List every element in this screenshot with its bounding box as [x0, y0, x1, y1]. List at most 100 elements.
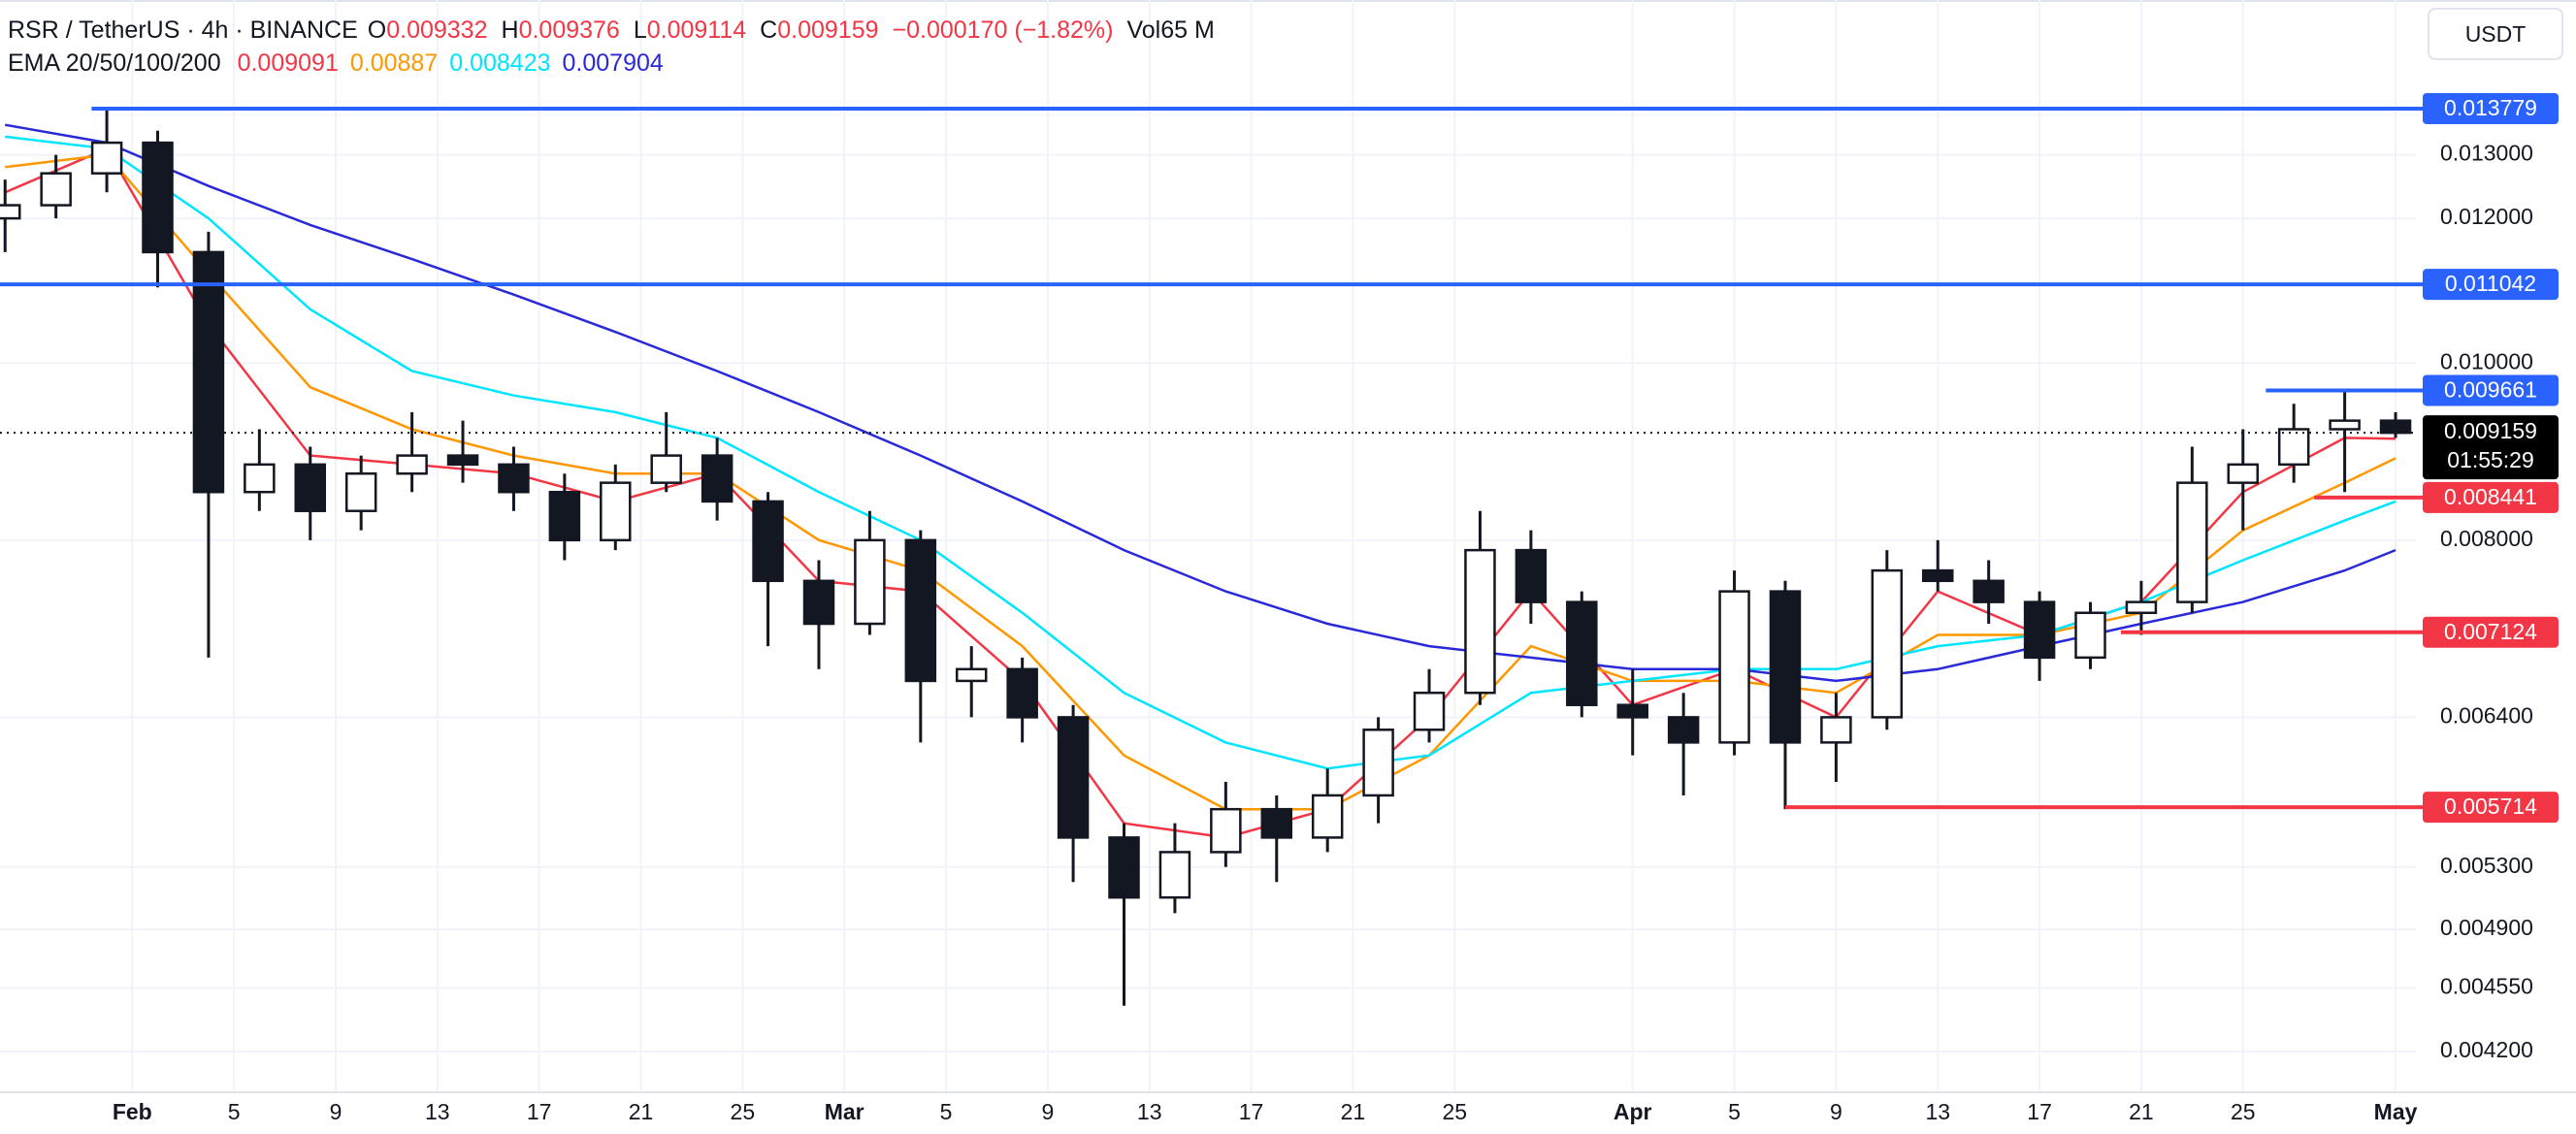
level-label-box [2423, 616, 2559, 648]
candle-body [2023, 600, 2056, 660]
ema-value: 0.008423 [449, 49, 551, 77]
candle-body [2329, 419, 2361, 431]
candle-body [2176, 481, 2208, 603]
x-tick-label: 17 [527, 1099, 552, 1124]
ema-value: 0.009091 [237, 49, 339, 77]
candle-body [1973, 579, 2005, 603]
level-label-box [2423, 374, 2559, 406]
candle-body [1464, 548, 1496, 695]
candle-body [802, 579, 835, 626]
candle-body [1769, 590, 1802, 744]
x-tick-label: 5 [940, 1099, 953, 1124]
ohlc-label: O [367, 16, 387, 44]
ohlc-label: C [760, 16, 778, 44]
candle-body [1616, 703, 1648, 719]
candle-body [650, 454, 682, 484]
level-label-box [2423, 792, 2559, 824]
candle-body [600, 481, 632, 542]
x-tick-label: 13 [1137, 1099, 1162, 1124]
ohlc-value: 0.009114 [646, 16, 747, 44]
candle-body [2379, 419, 2412, 435]
ohlc-value: 0.009332 [386, 16, 488, 44]
last-price-label: 0.009159 [2444, 418, 2537, 443]
candle-body [1210, 807, 1242, 854]
candle-body [1362, 729, 1394, 797]
candle-body [294, 463, 327, 512]
x-tick-label: 13 [425, 1099, 450, 1124]
y-tick-label: 0.006400 [2440, 702, 2533, 728]
candle-body [244, 463, 276, 494]
candle-body [396, 454, 428, 475]
ema-value: 0.007904 [562, 49, 664, 77]
x-tick-label: 25 [1442, 1099, 1467, 1124]
x-tick-label: 25 [2231, 1099, 2256, 1124]
candle-body [1413, 691, 1446, 731]
x-tick-label: 17 [1239, 1099, 1264, 1124]
level-label: 0.013779 [2444, 95, 2537, 120]
x-tick-label: 17 [2027, 1099, 2052, 1124]
candle-body [548, 490, 581, 542]
ohlc-label: H [501, 16, 519, 44]
x-tick-label: Mar [825, 1099, 864, 1124]
x-tick-label: 9 [330, 1099, 342, 1124]
candle-body [1108, 836, 1140, 899]
candle-body [2277, 428, 2310, 467]
level-label-box [2423, 269, 2559, 301]
candle-body [40, 172, 72, 207]
y-tick-label: 0.012000 [2440, 204, 2533, 229]
level-label: 0.009661 [2444, 377, 2537, 403]
ema-line [5, 135, 2397, 770]
candle-body [1057, 716, 1090, 839]
x-tick-label: 9 [1041, 1099, 1054, 1124]
candle-body [1311, 794, 1344, 839]
x-tick-label: Apr [1614, 1099, 1652, 1124]
candle-body [0, 204, 21, 220]
x-tick-label: 25 [731, 1099, 756, 1124]
currency-button[interactable]: USDT [2428, 8, 2563, 60]
candle-body [1667, 716, 1700, 744]
candle-body [1006, 667, 1038, 719]
legend: RSR / TetherUS · 4h · BINANCE O0.009332 H0… [8, 14, 1228, 80]
countdown: 01:55:29 [2447, 447, 2534, 472]
ema-line [4, 123, 2397, 683]
level-label-box [2423, 92, 2559, 124]
candle-body [446, 454, 479, 467]
y-tick-label: 0.004550 [2440, 974, 2533, 999]
x-tick-label: 9 [1830, 1099, 1842, 1124]
y-tick-label: 0.005300 [2440, 853, 2533, 878]
candle-body [142, 141, 174, 254]
y-tick-label: 0.013000 [2440, 141, 2533, 166]
x-tick-label: 5 [1728, 1099, 1741, 1124]
candle-body [854, 538, 886, 626]
y-tick-label: 0.004200 [2440, 1037, 2533, 1062]
level-label-box [2423, 481, 2559, 513]
candle-body [904, 538, 937, 683]
level-label: 0.005714 [2444, 794, 2537, 819]
x-tick-label: 21 [1341, 1099, 1366, 1124]
candle-body [1921, 568, 1954, 583]
candle-body [752, 500, 784, 583]
ohlc-value: 0.009159 [777, 16, 879, 44]
last-price-box [2423, 415, 2559, 480]
candle-body [1260, 807, 1293, 839]
candle-body [1871, 568, 1904, 719]
candle-body [2074, 611, 2106, 660]
candle-body [1158, 851, 1191, 899]
candle-body [701, 454, 734, 503]
candle-body [2227, 463, 2260, 484]
x-tick-label: 21 [629, 1099, 654, 1124]
y-tick-label: 0.004900 [2440, 915, 2533, 940]
x-tick-label: 13 [1925, 1099, 1950, 1124]
level-label: 0.007124 [2444, 619, 2537, 644]
volume: 65 M [1160, 16, 1215, 44]
x-tick-label: May [2374, 1099, 2418, 1124]
candle-body [2125, 600, 2158, 614]
candle-body [90, 141, 123, 175]
level-label: 0.008441 [2444, 484, 2537, 509]
candle-body [1566, 600, 1598, 706]
ema-row: EMA 20/50/100/200 0.009091 0.00887 0.00842… [8, 47, 1228, 80]
candle-body [1515, 548, 1548, 603]
change: −0.000170 (−1.82%) [892, 16, 1114, 44]
x-tick-label: 5 [228, 1099, 241, 1124]
